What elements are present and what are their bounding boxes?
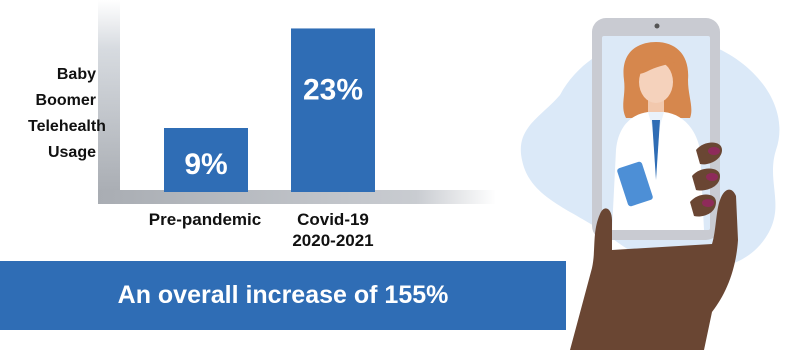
phone-camera bbox=[654, 23, 660, 29]
doctor-figure bbox=[612, 42, 704, 230]
bar-value-label-1: 23% bbox=[303, 73, 363, 106]
bar-1 bbox=[291, 28, 375, 193]
y-axis-label-line: Usage bbox=[47, 144, 96, 161]
y-axis-label: Baby Boomer Telehealth Usage bbox=[28, 62, 106, 166]
y-axis-label-line: Boomer bbox=[35, 92, 96, 109]
summary-banner-text: An overall increase of 155% bbox=[117, 281, 449, 309]
x-axis bbox=[98, 190, 496, 204]
y-axis bbox=[98, 0, 120, 194]
x-tick-label-line: 2020-2021 bbox=[292, 231, 374, 250]
x-tick-label-covid: Covid-19 2020-2021 bbox=[258, 209, 408, 251]
bar-0 bbox=[164, 128, 248, 192]
summary-banner bbox=[0, 261, 566, 330]
y-axis-label-line: Telehealth bbox=[28, 118, 106, 135]
x-tick-label-pre-pandemic: Pre-pandemic bbox=[130, 209, 280, 230]
y-axis-label-line: Baby bbox=[56, 66, 96, 83]
bar-value-label-0: 9% bbox=[184, 148, 227, 181]
x-tick-label-line: Pre-pandemic bbox=[148, 210, 262, 229]
x-tick-label-line: Covid-19 bbox=[297, 210, 369, 229]
hand bbox=[570, 142, 738, 350]
